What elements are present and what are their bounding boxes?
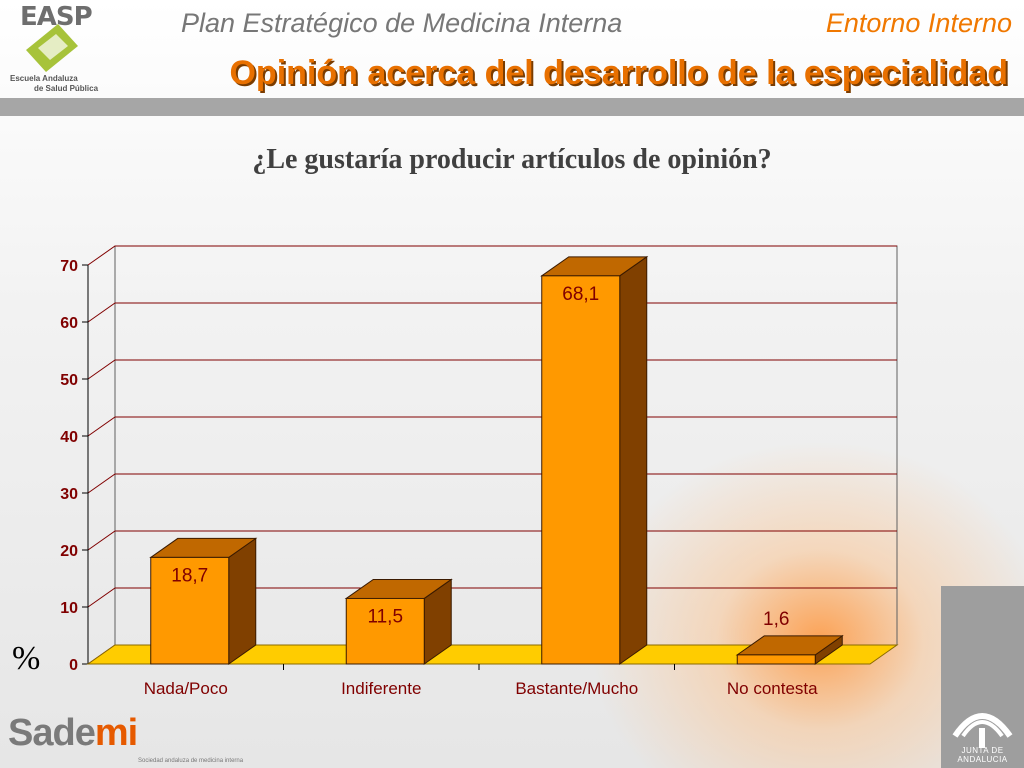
header-section: Entorno Interno (825, 8, 1012, 38)
header-divider-bar (0, 98, 1024, 116)
bar-value-label: 11,5 (367, 606, 403, 627)
gridline (87, 473, 897, 494)
bar (541, 275, 621, 665)
y-tick-label: 70 (60, 258, 78, 275)
y-unit-label: % (12, 640, 41, 677)
sademi-brand-a: Sade (8, 712, 96, 754)
gridline (87, 302, 897, 323)
gridline (87, 245, 897, 266)
header-title: Plan Estratégico de Medicina Interna (181, 8, 623, 38)
x-tick-label: Nada/Poco (144, 679, 228, 698)
bar (736, 654, 816, 665)
x-tick-label: Indiferente (341, 679, 421, 698)
sademi-subtitle: Sociedad andaluza de medicina interna (138, 758, 244, 764)
slide-subtitle: Opinión acerca del desarrollo de la espe… (229, 54, 1008, 92)
chart-question: ¿Le gustaría producir artículos de opini… (252, 144, 772, 175)
bar-chart: 0 10 20 30 40 50 60 70 18,7 Nada/Poco 11,5 Indifere… (60, 245, 899, 698)
logo-line-2: de Salud Pública (34, 84, 99, 93)
junta-text: JUNTA DE ANDALUCIA (957, 746, 1008, 764)
bar-value-label: 18,7 (171, 565, 208, 586)
bar-side (228, 537, 257, 665)
y-tick-label: 10 (60, 600, 78, 617)
y-tick-label: 60 (60, 315, 78, 332)
easp-logo: EASP Escuela Andaluza de Salud Pública (6, 2, 98, 94)
sademi-logo: Sademi Sociedad andaluza de medicina int… (8, 712, 243, 768)
bar (150, 556, 230, 665)
bar-value-label: 1,6 (763, 609, 789, 630)
y-tick-label: 20 (60, 543, 78, 560)
y-tick-label: 50 (60, 372, 78, 389)
bar-side (619, 255, 648, 665)
logo-mark-icon (26, 24, 78, 72)
x-tick-label: Bastante/Mucho (515, 679, 638, 698)
y-tick-label: 40 (60, 429, 78, 446)
bar-value-label: 68,1 (562, 284, 599, 305)
gridline (87, 359, 897, 380)
logo-line-1: Escuela Andaluza (10, 74, 78, 83)
bar (345, 597, 425, 665)
y-tick-label: 30 (60, 486, 78, 503)
junta-logo: JUNTA DE ANDALUCIA (941, 586, 1024, 768)
gridline (87, 416, 897, 437)
y-tick-label: 0 (69, 657, 78, 674)
junta-emblem-icon (952, 713, 1013, 748)
sademi-brand-b: mi (94, 712, 138, 754)
x-tick-label: No contesta (727, 679, 818, 698)
